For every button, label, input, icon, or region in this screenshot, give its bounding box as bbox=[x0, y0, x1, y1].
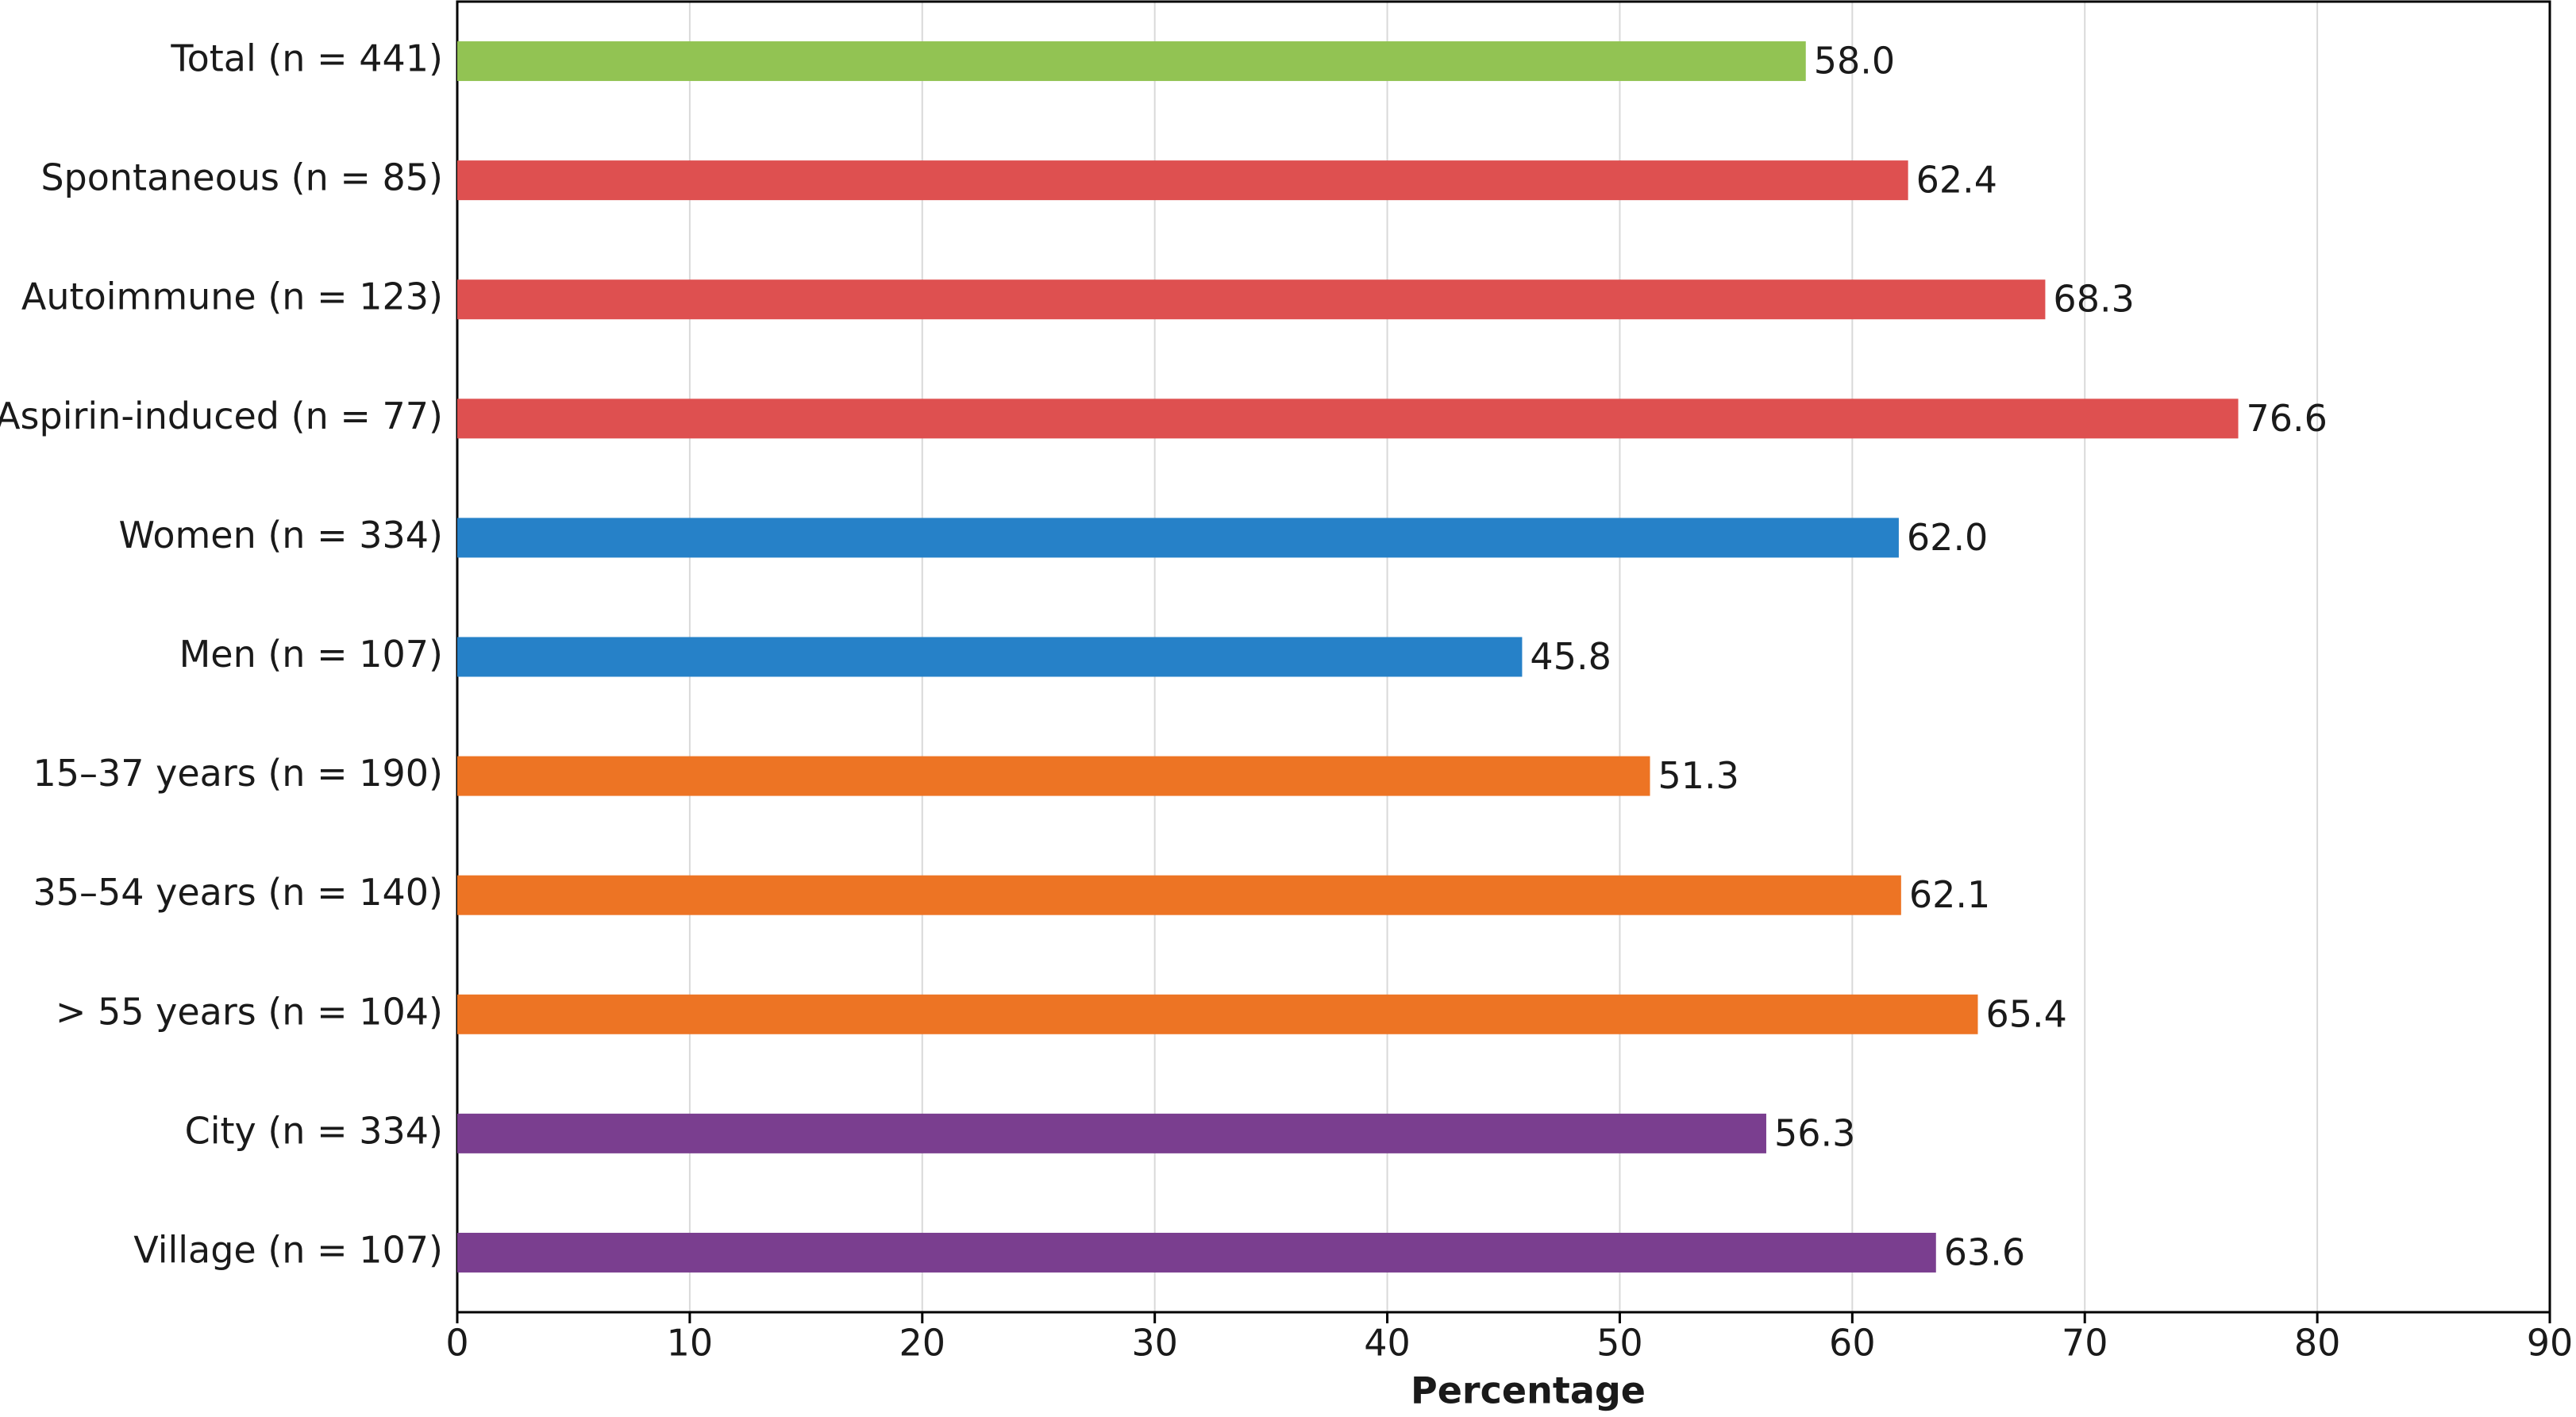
y-tick-label: Women (n = 334) bbox=[119, 514, 443, 556]
bar bbox=[457, 399, 2239, 439]
x-tick-label: 20 bbox=[899, 1322, 946, 1365]
value-label: 51.3 bbox=[1658, 754, 1739, 797]
y-tick-label: 15–37 years (n = 190) bbox=[33, 752, 443, 795]
y-tick-label: Aspirin-induced (n = 77) bbox=[0, 395, 443, 437]
bar bbox=[457, 875, 1901, 915]
y-tick-label: Village (n = 107) bbox=[133, 1228, 443, 1271]
y-tick-label: Spontaneous (n = 85) bbox=[40, 156, 443, 199]
y-tick-label: Men (n = 107) bbox=[179, 633, 443, 676]
bar bbox=[457, 279, 2046, 320]
x-tick-label: 0 bbox=[445, 1322, 468, 1365]
bar bbox=[457, 994, 1978, 1034]
x-tick-label: 70 bbox=[2062, 1322, 2108, 1365]
bar bbox=[457, 1232, 1936, 1273]
bar bbox=[457, 41, 1806, 82]
value-label: 65.4 bbox=[1985, 992, 2066, 1035]
bar bbox=[457, 756, 1650, 796]
y-tick-label: Total (n = 441) bbox=[170, 37, 443, 80]
value-label: 68.3 bbox=[2053, 278, 2134, 321]
y-tick-label: 35–54 years (n = 140) bbox=[33, 871, 443, 914]
value-label: 76.6 bbox=[2247, 397, 2328, 440]
y-tick-label: Autoimmune (n = 123) bbox=[21, 275, 443, 318]
x-tick-label: 90 bbox=[2527, 1322, 2574, 1365]
value-label: 63.6 bbox=[1944, 1230, 2025, 1273]
x-tick-label: 60 bbox=[1829, 1322, 1876, 1365]
value-label: 62.1 bbox=[1909, 873, 1990, 916]
bar bbox=[457, 637, 1523, 677]
bar bbox=[457, 1113, 1766, 1153]
y-tick-label: > 55 years (n = 104) bbox=[56, 990, 443, 1033]
x-tick-label: 80 bbox=[2294, 1322, 2341, 1365]
value-label: 58.0 bbox=[1814, 40, 1895, 83]
x-tick-label: 10 bbox=[667, 1322, 714, 1365]
bar bbox=[457, 160, 1908, 201]
value-label: 62.0 bbox=[1907, 516, 1988, 559]
x-axis-title: Percentage bbox=[1411, 1369, 1646, 1412]
x-tick-label: 40 bbox=[1364, 1322, 1411, 1365]
x-tick-label: 50 bbox=[1596, 1322, 1643, 1365]
value-label: 56.3 bbox=[1774, 1111, 1855, 1154]
value-label: 62.4 bbox=[1916, 159, 1997, 202]
y-tick-label: City (n = 334) bbox=[185, 1109, 443, 1152]
x-tick-label: 30 bbox=[1131, 1322, 1178, 1365]
value-label: 45.8 bbox=[1530, 635, 1611, 678]
bar bbox=[457, 518, 1899, 558]
